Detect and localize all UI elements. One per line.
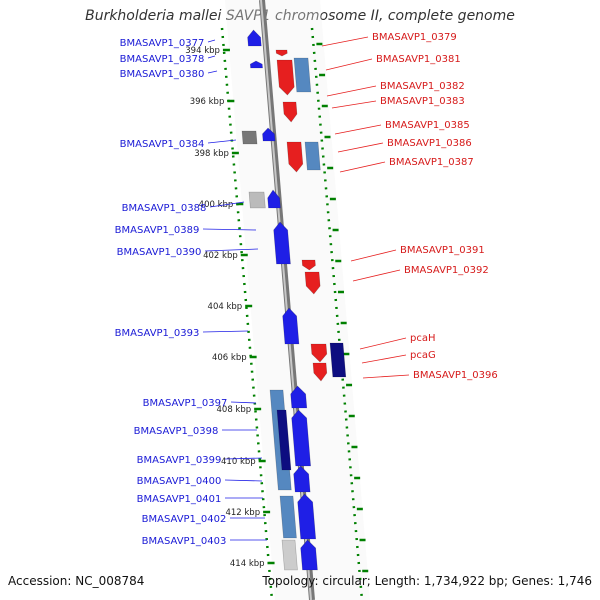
kbp-tick-label: 410 kbp xyxy=(221,457,256,467)
right-gene-label: BMASAVP1_0392 xyxy=(404,265,489,276)
right-gene-label: BMASAVP1_0382 xyxy=(380,81,465,92)
left-gene-label: BMASAVP1_0393 xyxy=(115,328,200,339)
left-gene-label: BMASAVP1_0398 xyxy=(134,426,219,437)
right-gene-label: BMASAVP1_0396 xyxy=(413,370,498,381)
reverse-gene-arrow xyxy=(312,362,328,382)
right-leader-line xyxy=(339,161,386,173)
left-gene-label: BMASAVP1_0403 xyxy=(142,536,227,547)
kbp-tick-label: 400 kbp xyxy=(199,200,234,210)
left-leader-line xyxy=(224,479,263,482)
rna-feature-block xyxy=(304,141,321,171)
reverse-gene-arrow xyxy=(275,49,288,57)
right-leader-line xyxy=(331,100,377,109)
left-leader-line xyxy=(202,330,249,333)
right-leader-line xyxy=(334,124,382,135)
kbp-tick-label: 406 kbp xyxy=(212,353,247,363)
rna-feature-block xyxy=(329,342,347,378)
forward-gene-arrow xyxy=(282,307,300,345)
left-gene-label: BMASAVP1_0389 xyxy=(115,225,200,236)
right-leader-line xyxy=(326,85,377,97)
kbp-tick-label: 408 kbp xyxy=(217,405,252,415)
left-gene-label: BMASAVP1_0378 xyxy=(120,54,205,65)
left-leader-line xyxy=(202,228,257,231)
kbp-tick-label: 402 kbp xyxy=(203,251,238,261)
kbp-tick-label: 396 kbp xyxy=(190,97,225,107)
forward-gene-arrow xyxy=(267,189,281,209)
left-leader-line xyxy=(224,457,263,460)
right-gene-label: BMASAVP1_0386 xyxy=(387,138,472,149)
left-gene-label: BMASAVP1_0388 xyxy=(122,203,207,214)
left-leader-line xyxy=(204,248,259,252)
left-gene-label: BMASAVP1_0399 xyxy=(137,455,222,466)
forward-gene-arrow xyxy=(249,60,263,69)
kbp-tick-label: 414 kbp xyxy=(230,559,265,569)
left-leader-line xyxy=(207,39,216,43)
forward-gene-arrow xyxy=(290,385,308,409)
forward-gene-arrow xyxy=(273,221,291,265)
right-gene-label: pcaG xyxy=(410,350,436,361)
map-title: Burkholderia mallei SAVP1 chromosome II,… xyxy=(85,8,515,24)
right-gene-label: BMASAVP1_0381 xyxy=(376,54,461,65)
left-gene-label: BMASAVP1_0401 xyxy=(137,494,222,505)
topology-text: Topology: circular; Length: 1,734,922 bp… xyxy=(262,574,592,588)
track-band xyxy=(225,0,370,600)
kbp-tick-label: 394 kbp xyxy=(185,46,220,56)
right-leader-line xyxy=(325,58,373,71)
right-leader-line xyxy=(359,337,407,350)
left-gene-label: BMASAVP1_0380 xyxy=(120,69,205,80)
forward-gene-arrow xyxy=(297,493,317,540)
forward-gene-arrow xyxy=(300,539,318,571)
left-gene-label: BMASAVP1_0397 xyxy=(143,398,228,409)
left-gene-label: BMASAVP1_0402 xyxy=(142,514,227,525)
reverse-gene-arrow xyxy=(304,271,321,295)
reverse-gene-arrow xyxy=(286,141,304,173)
right-leader-line xyxy=(350,249,397,262)
gray-feature-block xyxy=(241,130,258,145)
left-gene-label: BMASAVP1_0400 xyxy=(137,476,222,487)
kbp-tick-label: 412 kbp xyxy=(225,508,260,518)
left-leader-line xyxy=(207,55,216,59)
reverse-gene-arrow xyxy=(276,59,295,96)
right-gene-label: BMASAVP1_0391 xyxy=(400,245,485,256)
kbp-tick-label: 404 kbp xyxy=(208,302,243,312)
gray-feature-block xyxy=(281,539,298,571)
right-gene-label: BMASAVP1_0379 xyxy=(372,32,457,43)
forward-gene-arrow xyxy=(247,29,262,47)
right-gene-label: pcaH xyxy=(410,333,436,344)
right-leader-line xyxy=(361,354,407,364)
left-gene-label: BMASAVP1_0384 xyxy=(120,139,205,150)
reverse-gene-arrow xyxy=(301,259,316,271)
reverse-gene-arrow xyxy=(282,101,298,123)
reverse-gene-arrow xyxy=(310,343,328,363)
right-leader-line xyxy=(362,374,410,379)
right-gene-label: BMASAVP1_0383 xyxy=(380,96,465,107)
right-leader-line xyxy=(321,36,369,47)
right-gene-label: BMASAVP1_0385 xyxy=(385,120,470,131)
kbp-tick-label: 398 kbp xyxy=(194,149,229,159)
forward-gene-arrow xyxy=(291,409,311,467)
left-leader-line xyxy=(209,201,245,208)
left-gene-label: BMASAVP1_0377 xyxy=(120,38,205,49)
rna-feature-block xyxy=(276,409,292,471)
right-leader-line xyxy=(352,269,401,282)
right-leader-line xyxy=(337,142,384,153)
left-leader-line xyxy=(230,401,257,404)
forward-gene-arrow xyxy=(293,465,311,493)
right-gene-label: BMASAVP1_0387 xyxy=(389,157,474,168)
left-leader-line xyxy=(207,139,237,144)
forward-gene-arrow xyxy=(262,127,276,142)
gray-feature-block xyxy=(248,191,266,209)
left-gene-label: BMASAVP1_0390 xyxy=(117,247,202,258)
rna-feature-block xyxy=(293,57,312,93)
left-leader-line xyxy=(207,70,218,74)
accession-text: Accession: NC_008784 xyxy=(8,574,145,588)
rna-feature-block xyxy=(279,495,297,539)
